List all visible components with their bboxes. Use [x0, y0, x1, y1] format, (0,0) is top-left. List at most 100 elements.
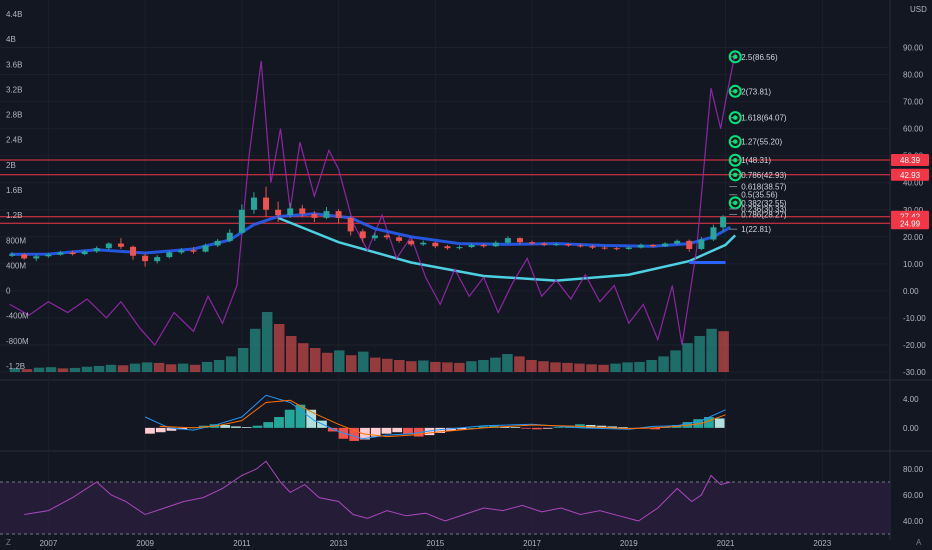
cup-curve — [277, 216, 737, 282]
fib-level-label: 0.786(42.93) — [741, 171, 787, 180]
volume-bar — [69, 367, 81, 372]
macd-histogram-bar — [714, 418, 725, 428]
price-badge-label: 24.99 — [900, 219, 921, 228]
candle-body — [178, 250, 185, 253]
corner-left-label[interactable]: Z — [6, 538, 11, 547]
volume-bar — [442, 362, 453, 372]
right-tick-label: 10.00 — [903, 260, 924, 269]
volume-bar — [57, 368, 69, 372]
volume-bar — [117, 365, 129, 372]
candle-body — [214, 240, 221, 246]
volume-bar — [394, 360, 405, 372]
volume-bar — [93, 366, 105, 372]
fib-level-label: 1.27(55.20) — [741, 138, 782, 147]
fib-level-label: 0.618(38.57) — [741, 183, 787, 192]
volume-bar — [321, 352, 333, 372]
candle-body — [396, 237, 403, 241]
macd-histogram-bar — [327, 427, 338, 432]
volume-bar — [105, 364, 117, 372]
corner-right-label[interactable]: A — [916, 538, 922, 547]
volume-bar — [550, 362, 561, 372]
price-badge — [891, 154, 929, 167]
volume-bar — [297, 343, 309, 372]
candle-body — [589, 246, 596, 248]
volume-bar — [562, 362, 573, 372]
macd-histogram-bar — [381, 427, 392, 434]
volume-bar — [45, 367, 57, 372]
candle-body — [565, 244, 572, 246]
candle-body — [444, 246, 451, 249]
volume-bar — [430, 361, 441, 372]
right-tick-label: 60.00 — [903, 125, 924, 134]
price-badge-label: 27.42 — [900, 213, 921, 222]
right-axis[interactable]: 90.0080.0070.0060.0050.0040.0030.0020.00… — [903, 44, 926, 377]
macd-histogram-bar — [349, 427, 360, 441]
fib-level-label: 0.786(28.27) — [741, 210, 787, 219]
candlesticks[interactable] — [9, 186, 727, 267]
macd-line — [144, 394, 726, 440]
fib-levels[interactable]: 2.5(86.56) 2(73.81) 1.618(64.07) 1.27(55.20… — [728, 50, 787, 234]
fib-level-label: 0.236(30.33) — [741, 205, 787, 214]
volume-bar — [574, 363, 585, 372]
candle-body — [541, 243, 548, 245]
x-tick-label: 2019 — [620, 539, 638, 548]
candle-body — [529, 242, 536, 244]
candle-body — [408, 240, 415, 245]
macd-histogram-bar — [403, 427, 413, 435]
macd-histogram-bar — [231, 426, 241, 428]
macd-histogram-bar — [166, 427, 177, 431]
volume-bar — [478, 360, 489, 372]
rsi-tick-label: 80.00 — [903, 465, 924, 474]
candle-body — [202, 245, 209, 252]
fib-circle-dot — [733, 115, 738, 120]
volume-bar — [370, 357, 381, 372]
fib-level-label: 0.382(32.55) — [741, 199, 787, 208]
volume-bar — [586, 364, 597, 372]
candle-body — [468, 244, 475, 248]
candle-body — [238, 209, 245, 233]
volume-bar — [9, 368, 21, 372]
x-tick-label: 2007 — [39, 539, 57, 548]
candle-body — [9, 254, 16, 256]
candle-body — [371, 235, 378, 239]
volume-bar — [646, 360, 657, 372]
candle-body — [287, 208, 294, 216]
purple-line — [9, 52, 736, 347]
volume-bar — [682, 343, 693, 372]
macd-histogram-bar — [553, 427, 564, 428]
volume-bars — [9, 312, 729, 372]
fib-circle-dot — [733, 200, 738, 206]
left-tick-label: 3.6B — [6, 60, 22, 69]
macd-histogram-bar — [478, 426, 489, 428]
macd-histogram-bar — [618, 427, 628, 428]
candle-body — [105, 243, 112, 249]
candle-body — [250, 197, 257, 210]
volume-bar — [201, 361, 213, 372]
fib-circle-icon — [728, 84, 742, 98]
candle-body — [130, 246, 137, 256]
right-tick-label: 0.00 — [903, 287, 919, 296]
macd-tick-label: 4.00 — [903, 395, 919, 404]
macd-histogram-bar — [145, 427, 155, 434]
macd-histogram-bar — [532, 427, 542, 430]
candle-body — [347, 217, 354, 232]
candle-body — [226, 232, 233, 241]
macd-histogram-bar — [392, 427, 403, 433]
macd-histogram-bar — [521, 427, 532, 429]
candle-body — [33, 256, 40, 259]
volume-bar — [514, 356, 525, 372]
volume-bar — [249, 328, 261, 372]
macd-histogram-bar — [295, 404, 306, 428]
fib-circle-icon — [728, 111, 742, 125]
currency-label[interactable]: USD — [910, 5, 927, 14]
fib-circle-dot — [733, 89, 738, 94]
volume-bar — [454, 362, 465, 372]
macd-histogram-bar — [510, 427, 521, 428]
candle-body — [69, 252, 76, 255]
macd-panel: 4.00 0.00 — [144, 394, 919, 441]
fib-circle-dot — [733, 54, 738, 60]
candle-body — [323, 211, 330, 218]
fib-circle-dot — [733, 139, 738, 144]
right-tick-label: 30.00 — [903, 206, 924, 215]
